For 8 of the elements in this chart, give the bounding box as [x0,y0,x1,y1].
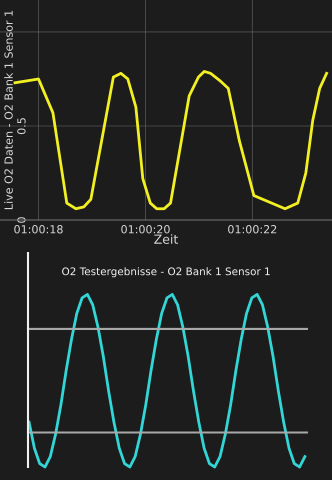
y-axis-title: Live O2 Daten - O2 Bank 1 Sensor 1 [4,10,13,210]
x-tick-label: 01:00:20 [121,225,170,234]
x-axis-title: Zeit [154,234,178,244]
x-tick-label: 01:00:22 [228,225,276,234]
line-series [14,70,328,210]
chart-title: O2 Testergebnisse - O2 Bank 1 Sensor 1 [62,267,270,278]
y-tick-label: 0.5 [17,118,26,134]
x-tick-label: 01:00:18 [14,225,63,234]
